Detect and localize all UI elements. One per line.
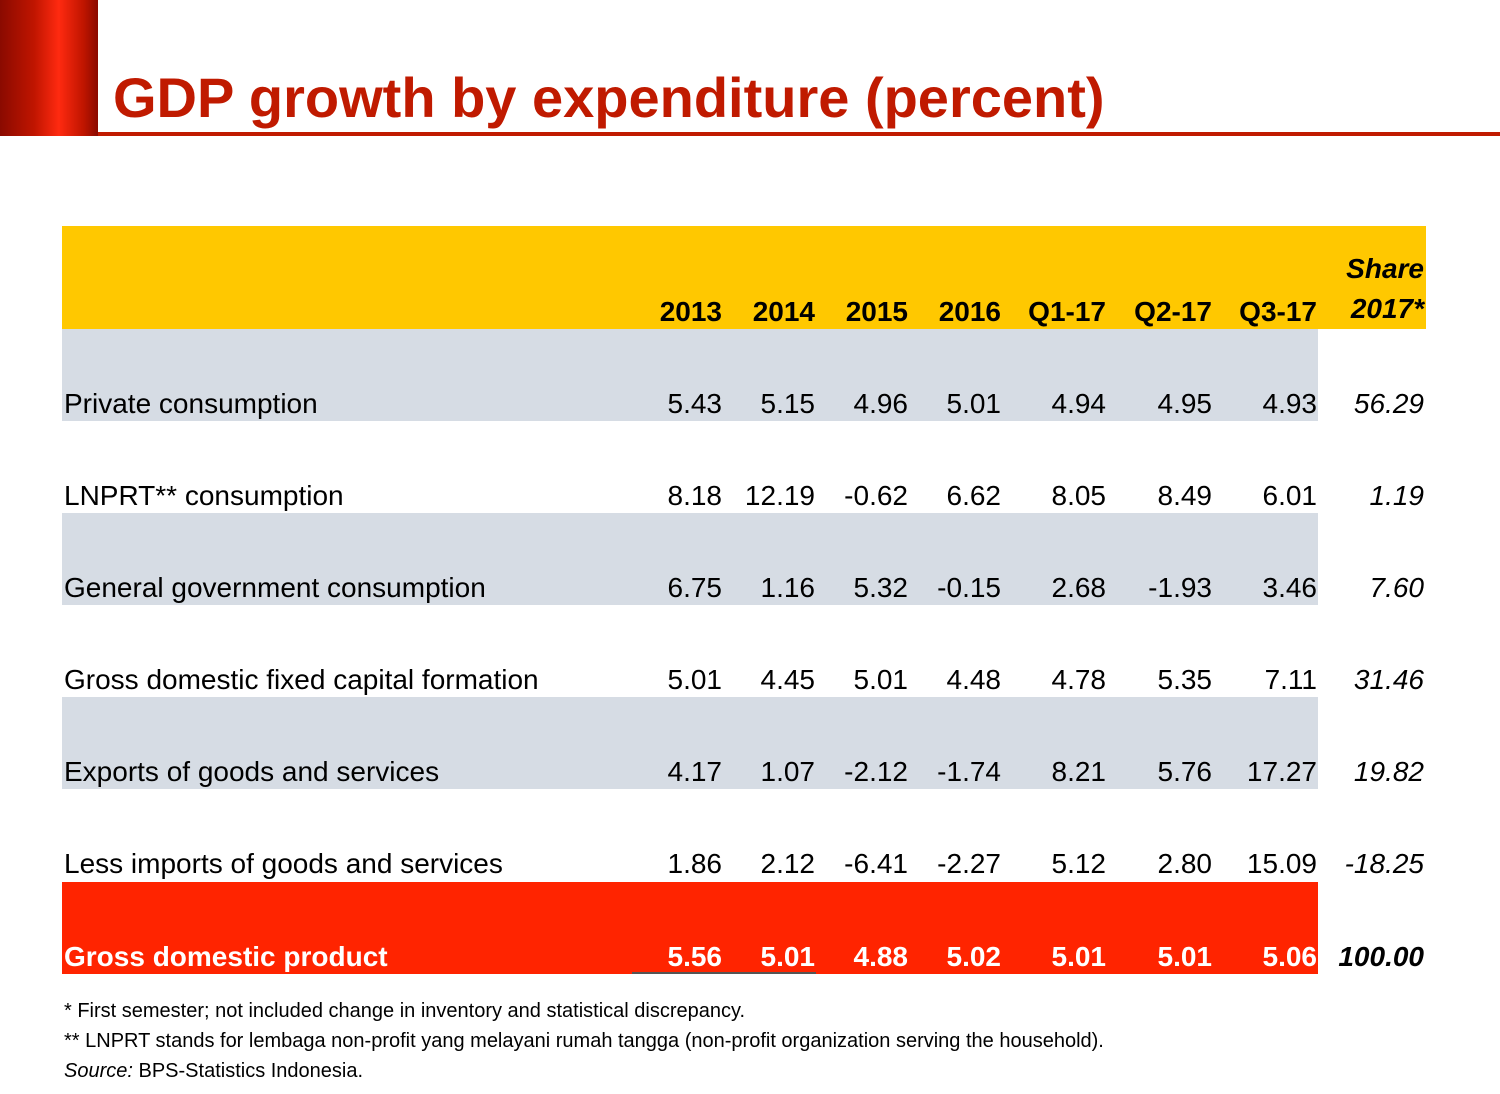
row-value: 4.88 [853, 941, 909, 972]
footnote-2: ** LNPRT stands for lembaga non-profit y… [64, 1030, 1104, 1052]
row-value: 5.01 [667, 664, 723, 695]
row-value: 8.05 [1051, 480, 1107, 511]
table-row: Private consumption 5.43 5.15 4.96 5.01 … [62, 329, 1426, 421]
row-share: -18.25 [1344, 848, 1424, 879]
row-value: 1.16 [760, 572, 816, 603]
header-2015: 2015 [845, 296, 908, 327]
header-share-2017: Share 2017* [1346, 249, 1424, 329]
row-value: 12.19 [744, 480, 815, 511]
row-value: 5.01 [853, 664, 909, 695]
header-share-line2: 2017* [1350, 293, 1424, 324]
row-label: Exports of goods and services [64, 756, 440, 787]
header-share-line1: Share [1346, 253, 1424, 284]
row-value: 4.96 [853, 388, 909, 419]
row-value: 15.09 [1246, 848, 1317, 879]
row-value: 6.01 [1262, 480, 1318, 511]
table-row-total: Gross domestic product 5.56 5.01 4.88 5.… [62, 882, 1426, 974]
row-value: 5.35 [1157, 664, 1213, 695]
row-value: 4.45 [760, 664, 816, 695]
header-q2-17: Q2-17 [1134, 296, 1212, 327]
row-value: 5.01 [946, 388, 1002, 419]
row-value: 5.01 [760, 941, 816, 972]
row-value: 5.76 [1157, 756, 1213, 787]
row-value: 7.11 [1264, 664, 1317, 695]
header-2016: 2016 [938, 296, 1001, 327]
row-value: 8.21 [1051, 756, 1107, 787]
row-share: 1.19 [1369, 480, 1425, 511]
table-row: Exports of goods and services 4.17 1.07 … [62, 697, 1426, 789]
row-value: 4.95 [1157, 388, 1213, 419]
row-value: 5.12 [1051, 848, 1107, 879]
cell-underline [632, 972, 816, 974]
row-value: 5.15 [760, 388, 816, 419]
row-band [62, 697, 1318, 789]
row-share: 31.46 [1353, 664, 1424, 695]
source-text: BPS-Statistics Indonesia. [132, 1060, 364, 1082]
row-value: 1.07 [760, 756, 816, 787]
row-value: 5.56 [667, 941, 723, 972]
header-2014: 2014 [752, 296, 815, 327]
row-value: 5.43 [667, 388, 723, 419]
row-value: -0.62 [844, 480, 908, 511]
row-value: -2.27 [937, 848, 1001, 879]
row-value: 3.46 [1262, 572, 1318, 603]
row-value: -0.15 [937, 572, 1001, 603]
table-header-row: 2013 2014 2015 2016 Q1-17 Q2-17 Q3-17 Sh… [62, 226, 1426, 329]
title-underline-rule [98, 132, 1500, 136]
header-q1-17: Q1-17 [1028, 296, 1106, 327]
row-value: 2.12 [760, 848, 816, 879]
row-label: Gross domestic fixed capital formation [64, 664, 539, 695]
row-value: 4.93 [1262, 388, 1318, 419]
row-label: LNPRT** consumption [64, 480, 344, 511]
source-label: Source: [64, 1060, 133, 1082]
row-label: Gross domestic product [64, 941, 388, 972]
row-value: -2.12 [844, 756, 908, 787]
title-accent-bar [0, 0, 98, 136]
table-row: Gross domestic fixed capital formation 5… [62, 605, 1426, 697]
row-share: 56.29 [1353, 388, 1424, 419]
table-row: LNPRT** consumption 8.18 12.19 -0.62 6.6… [62, 421, 1426, 513]
row-value: 5.01 [1051, 941, 1107, 972]
header-q3-17: Q3-17 [1239, 296, 1317, 327]
table-row: General government consumption 6.75 1.16… [62, 513, 1426, 605]
row-value: 5.01 [1157, 941, 1213, 972]
row-value: 5.32 [853, 572, 909, 603]
row-value: 5.06 [1262, 941, 1318, 972]
source-line: Source: BPS-Statistics Indonesia. [64, 1056, 1104, 1086]
footnotes: * First semester; not included change in… [64, 996, 1104, 1086]
row-band [62, 882, 1318, 974]
row-share: 100.00 [1338, 941, 1424, 972]
row-value: -6.41 [844, 848, 908, 879]
row-label: Less imports of goods and services [64, 848, 503, 879]
page-title: GDP growth by expenditure (percent) [113, 66, 1105, 129]
row-value: 4.17 [667, 756, 723, 787]
row-value: 4.94 [1051, 388, 1107, 419]
row-value: -1.93 [1148, 572, 1212, 603]
row-value: -1.74 [937, 756, 1001, 787]
row-value: 1.86 [667, 848, 723, 879]
row-value: 2.80 [1157, 848, 1213, 879]
row-label: General government consumption [64, 572, 486, 603]
row-value: 8.18 [667, 480, 723, 511]
row-value: 17.27 [1246, 756, 1317, 787]
footnote-1: * First semester; not included change in… [64, 1000, 746, 1022]
row-value: 4.78 [1051, 664, 1107, 695]
row-label: Private consumption [64, 388, 318, 419]
row-value: 4.48 [946, 664, 1002, 695]
row-share: 19.82 [1353, 756, 1424, 787]
row-value: 8.49 [1157, 480, 1213, 511]
table-row: Less imports of goods and services 1.86 … [62, 789, 1426, 881]
row-share: 7.60 [1369, 572, 1425, 603]
row-value: 6.75 [667, 572, 723, 603]
row-band [62, 513, 1318, 605]
row-value: 5.02 [946, 941, 1002, 972]
header-2013: 2013 [659, 296, 722, 327]
row-value: 6.62 [946, 480, 1002, 511]
row-value: 2.68 [1051, 572, 1107, 603]
row-band [62, 329, 1318, 421]
